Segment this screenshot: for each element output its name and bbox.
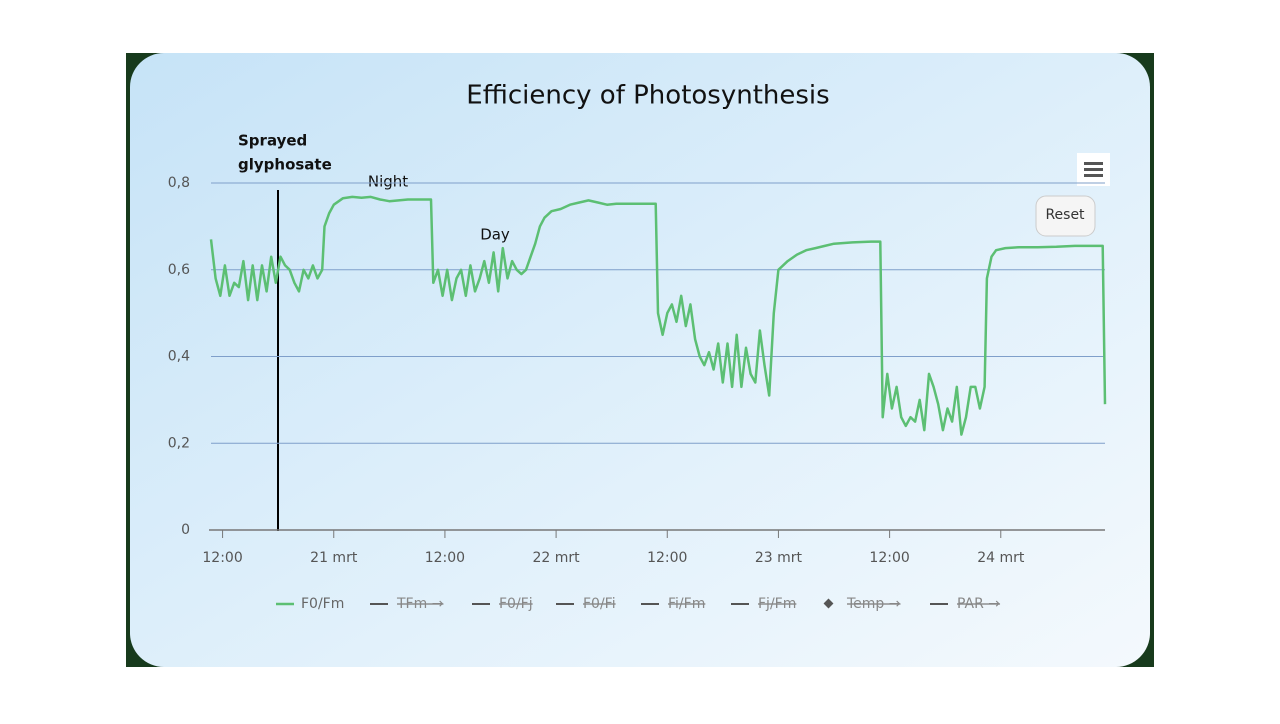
data-line xyxy=(209,195,1107,436)
annotation: Night xyxy=(368,173,408,191)
x-tick-label: 24 mrt xyxy=(977,550,1025,566)
annotation: Day xyxy=(480,226,510,244)
chart-title: Efficiency of Photosynthesis xyxy=(466,81,829,111)
legend-label[interactable]: Fj/Fm xyxy=(758,596,796,612)
x-tick-label: 12:00 xyxy=(202,550,242,566)
x-tick-label: 12:00 xyxy=(425,550,465,566)
menu-bar xyxy=(1084,162,1103,165)
legend-label: F0/Fm xyxy=(301,596,344,612)
menu-bar xyxy=(1084,168,1103,171)
y-tick-label: 0,4 xyxy=(168,349,190,365)
x-tick-label: 22 mrt xyxy=(533,550,581,566)
x-tick-label: 12:00 xyxy=(869,550,909,566)
menu-bar xyxy=(1084,174,1103,177)
legend-label[interactable]: F0/Fi xyxy=(583,596,616,612)
legend-label[interactable]: F0/Fj xyxy=(499,596,533,612)
y-tick-label: 0,2 xyxy=(168,435,190,451)
legend-marker xyxy=(823,598,834,609)
panel xyxy=(130,53,1150,667)
legend-label[interactable]: Temp → xyxy=(846,596,901,612)
annotation: Sprayed xyxy=(238,132,307,150)
y-tick-label: 0 xyxy=(181,522,190,538)
legend-label[interactable]: PAR → xyxy=(957,596,1000,612)
y-tick-label: 0,8 xyxy=(168,175,190,191)
x-tick-label: 21 mrt xyxy=(310,550,358,566)
x-tick-label: 12:00 xyxy=(647,550,687,566)
legend-label[interactable]: Fi/Fm xyxy=(668,596,705,612)
x-tick-label: 23 mrt xyxy=(755,550,803,566)
reset-button[interactable] xyxy=(1035,195,1096,237)
y-tick-label: 0,6 xyxy=(168,262,190,278)
annotation: glyphosate xyxy=(238,156,332,174)
legend-label[interactable]: TFm → xyxy=(396,596,444,612)
menu-button[interactable] xyxy=(1077,153,1110,186)
reset-label[interactable]: Reset xyxy=(1045,207,1085,223)
